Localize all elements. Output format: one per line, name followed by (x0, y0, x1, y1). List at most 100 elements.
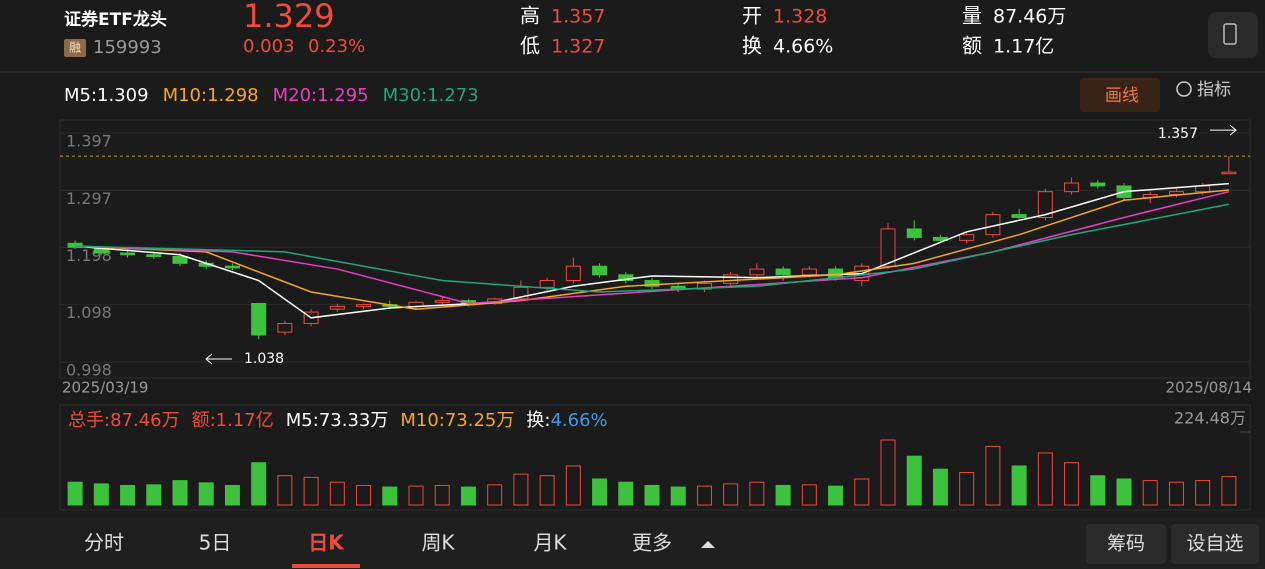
change: 0.003 (243, 36, 295, 57)
more-arrow (701, 541, 715, 548)
button[interactable]: 筹码 (1107, 533, 1145, 555)
draw-tool[interactable]: 画线 (1105, 86, 1139, 106)
candle-body (1090, 182, 1106, 187)
low-arrow (205, 353, 232, 365)
candle-body (1064, 182, 1080, 193)
ma-line (75, 203, 1230, 293)
volume-bar (618, 481, 634, 506)
candle-body (434, 300, 450, 303)
volume-bar (329, 481, 345, 506)
indicator-tool[interactable]: 指标 (1197, 80, 1231, 100)
tag-badge (64, 39, 86, 57)
change-pct: 0.23% (308, 36, 365, 57)
stock-code: 159993 (93, 37, 162, 58)
candle-body (224, 265, 240, 269)
volume-bar (592, 478, 608, 506)
button[interactable]: 设自选 (1186, 533, 1243, 555)
candle-body (696, 282, 712, 290)
volume-bar (277, 475, 293, 506)
volume-bar (434, 484, 450, 506)
volume-tick-label: 224.48万 (1174, 409, 1246, 428)
candle-body (67, 242, 83, 248)
candle-body (1011, 214, 1027, 218)
candle-body (172, 255, 188, 264)
volume-bar (1142, 480, 1158, 506)
candle-body (1195, 185, 1211, 193)
volume-bar (959, 471, 975, 506)
ma-legend: M30:1.273 (383, 85, 479, 106)
tab-bar (0, 518, 1265, 569)
candle-body (723, 274, 739, 284)
volume-bar (1168, 481, 1184, 506)
y-tick-label: 1.297 (66, 189, 112, 208)
candle-body (801, 268, 817, 276)
volume-bar (906, 455, 922, 506)
stat-label: 换 (742, 34, 762, 58)
volume-bar (775, 484, 791, 506)
stat-label: 高 (520, 4, 540, 28)
volume-legend: M10:73.25万 (400, 410, 514, 431)
volume-bar (356, 484, 372, 506)
volume-bar (198, 482, 214, 506)
device-button[interactable] (1208, 12, 1258, 58)
volume-bar (513, 473, 529, 506)
volume-bar (723, 483, 739, 506)
volume-bar (828, 485, 844, 506)
stat-label: 开 (742, 4, 762, 28)
candle-body (329, 305, 345, 310)
volume-bar (539, 475, 555, 506)
volume-bar (487, 484, 503, 506)
tab[interactable]: 更多 (632, 531, 672, 555)
volume-bar (1221, 476, 1237, 506)
tab[interactable]: 5日 (199, 531, 232, 555)
tab[interactable]: 日K (308, 531, 345, 555)
volume-legend: 换: (526, 410, 550, 431)
y-tick-label: 1.098 (66, 303, 112, 322)
volume-panel (59, 404, 1251, 511)
volume-bar (801, 484, 817, 506)
tab[interactable]: 月K (533, 531, 567, 555)
volume-bar (932, 468, 948, 506)
volume-bar (93, 483, 109, 506)
volume-bar (120, 484, 136, 506)
stat-label: 额 (962, 34, 982, 58)
stat-label: 量 (962, 4, 982, 28)
candle-body (356, 304, 372, 307)
candle-body (880, 228, 896, 267)
button-bg[interactable] (1086, 524, 1166, 564)
button-bg[interactable] (1171, 524, 1259, 564)
high-label: 1.357 (1158, 126, 1198, 142)
candle-body (277, 323, 293, 333)
x-label: 2025/08/14 (1166, 379, 1252, 397)
low-label: 1.038 (244, 351, 284, 367)
candle-body (251, 302, 267, 336)
y-tick-label: 0.998 (66, 360, 112, 379)
volume-bar (1011, 465, 1027, 506)
candle-body (539, 280, 555, 288)
volume-bar (1116, 478, 1132, 506)
volume-legend: 4.66% (550, 410, 607, 431)
y-tick-label: 1.397 (66, 132, 112, 151)
candle-body (565, 265, 581, 282)
candle-body (146, 254, 162, 257)
volume-bar (565, 465, 581, 506)
tab[interactable]: 分时 (84, 531, 124, 555)
stat-value: 1.327 (551, 36, 605, 58)
tab[interactable]: 周K (421, 531, 455, 555)
volume-bar (854, 478, 870, 506)
candle-body (749, 268, 765, 276)
candle-body (1221, 171, 1237, 175)
volume-bar (644, 484, 660, 506)
tag: 融 (69, 41, 81, 55)
draw-button[interactable] (1080, 78, 1160, 112)
volume-legend: M5:73.33万 (286, 410, 389, 431)
candle-body (592, 265, 608, 276)
volume-bar (251, 462, 267, 506)
volume-bar (224, 484, 240, 506)
volume-bar (460, 486, 476, 506)
volume-bar (696, 485, 712, 506)
volume-bar (1037, 452, 1053, 506)
high-arrow (1210, 124, 1237, 136)
